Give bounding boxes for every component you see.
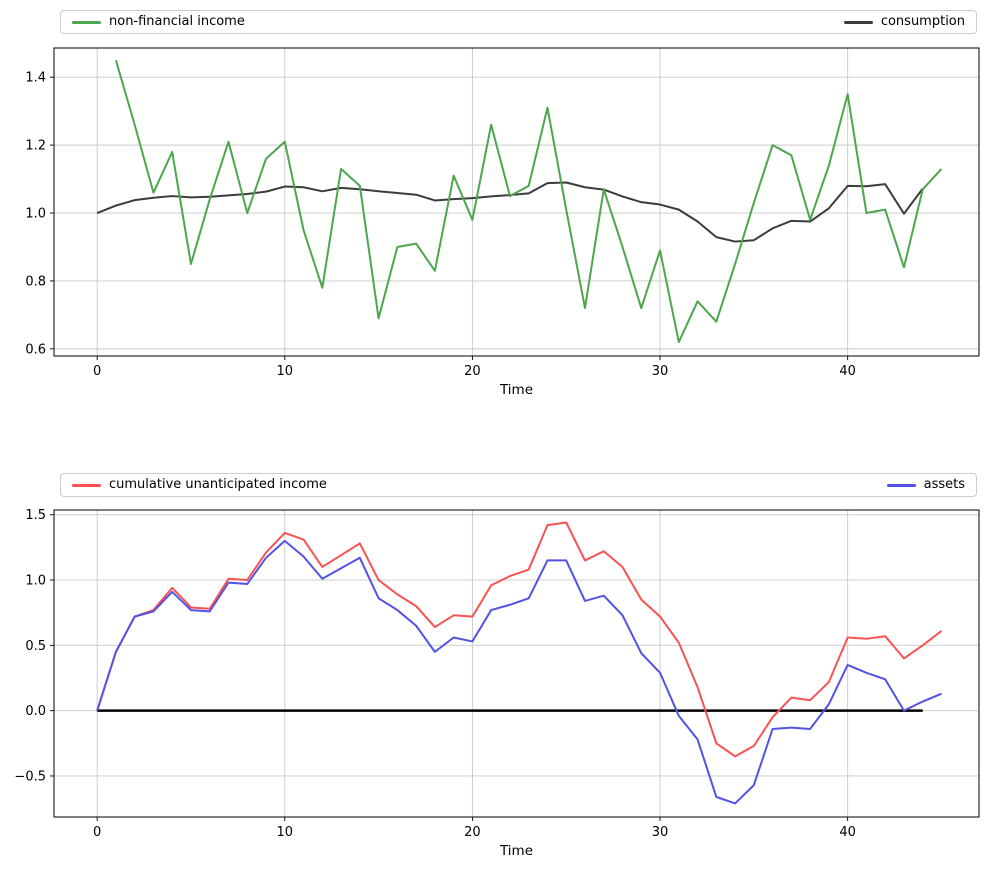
x-tick-label: 40 xyxy=(839,364,856,379)
y-tick-label: 0.5 xyxy=(25,639,46,654)
y-tick-label: 0.0 xyxy=(25,704,46,719)
legend-label-consumption: consumption xyxy=(880,14,965,29)
y-tick-label: 0.8 xyxy=(25,274,46,289)
x-axis-label: Time xyxy=(499,382,533,398)
legend-entry-consumption: consumption xyxy=(843,10,965,34)
legend-entry-assets: assets xyxy=(886,473,965,497)
x-tick-label: 0 xyxy=(93,364,101,379)
bottom-legend: cumulative unanticipated income assets xyxy=(60,473,977,497)
consumption-line-sample xyxy=(843,20,873,24)
cumulative-unanticipated-income-line xyxy=(96,521,943,758)
x-axis-label: Time xyxy=(499,843,533,859)
legend-label-cumulative-unanticipated-income: cumulative unanticipated income xyxy=(109,477,327,492)
bottom-chart-plot: 0 10 20 30 40 1.5 1.0 0.5 0.0 −0.5 Time xyxy=(14,508,980,859)
cumulative-unanticipated-income-line-sample xyxy=(72,483,101,487)
y-tick-label: 1.0 xyxy=(25,207,46,222)
non-financial-income-line xyxy=(114,59,943,344)
assets-line-sample xyxy=(886,483,916,487)
consumption-line xyxy=(96,181,924,243)
legend-label-assets: assets xyxy=(923,477,965,492)
legend-entry-non-financial-income: non-financial income xyxy=(72,10,245,34)
legend-label-non-financial-income: non-financial income xyxy=(109,14,245,29)
legend-entry-cumulative-unanticipated-income: cumulative unanticipated income xyxy=(72,473,327,497)
x-tick-label: 30 xyxy=(652,364,669,379)
x-tick-label: 10 xyxy=(277,364,294,379)
axes-spines xyxy=(53,509,980,818)
y-tick-label: 1.5 xyxy=(25,508,46,523)
y-tick-label: 1.2 xyxy=(25,139,46,154)
x-tick-label: 20 xyxy=(464,825,481,840)
non-financial-income-line-sample xyxy=(72,20,101,24)
y-tick-label: 1.4 xyxy=(25,71,46,86)
axes-spines xyxy=(53,47,980,357)
x-tick-label: 30 xyxy=(652,825,669,840)
x-tick-label: 40 xyxy=(839,825,856,840)
assets-line xyxy=(96,539,942,805)
x-tick-label: 0 xyxy=(93,825,101,840)
x-tick-label: 20 xyxy=(464,364,481,379)
top-chart-plot: 0 10 20 30 40 1.4 1.2 1.0 0.8 0.6 Time xyxy=(25,47,980,398)
y-tick-label: 1.0 xyxy=(25,574,46,589)
y-tick-label: 0.6 xyxy=(25,342,46,357)
y-tick-label: −0.5 xyxy=(14,769,46,784)
x-tick-label: 10 xyxy=(277,825,294,840)
top-legend: non-financial income consumption xyxy=(60,10,977,34)
